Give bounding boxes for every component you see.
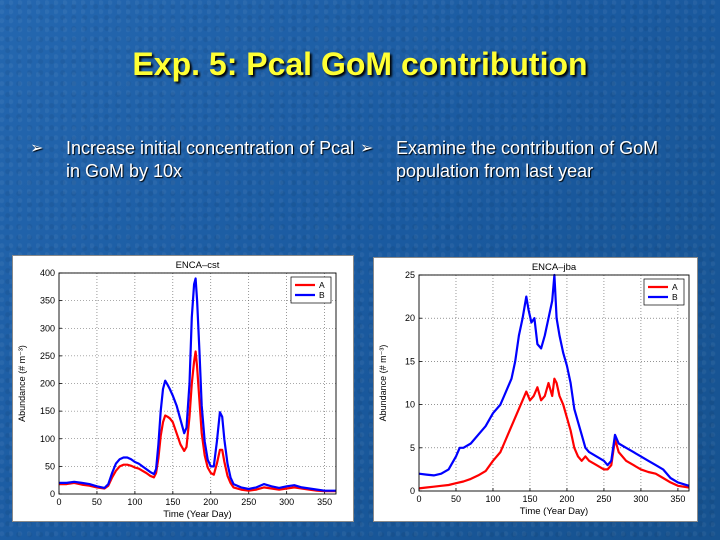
- x-tick-label: 0: [416, 494, 421, 504]
- legend-label-b: B: [672, 292, 678, 302]
- x-tick-label: 250: [241, 497, 256, 507]
- chart-title: ENCA–cst: [176, 260, 220, 271]
- y-tick-label: 150: [40, 406, 55, 416]
- x-axis-label: Time (Year Day): [163, 509, 231, 520]
- chart-jba: 0 50 100 150 200 250 300 350 0 5 10 15 20 25 ENCA–jba T…: [378, 262, 690, 517]
- x-tick-label: 0: [56, 497, 61, 507]
- series-line-a: [59, 350, 336, 493]
- x-axis-label: Time (Year Day): [520, 506, 588, 517]
- series-line-b: [418, 273, 690, 487]
- series-line-a: [418, 377, 690, 490]
- y-tick-label: 10: [405, 400, 415, 410]
- x-tick-label: 300: [279, 497, 294, 507]
- y-tick-label: 0: [50, 489, 55, 499]
- x-tick-label: 50: [92, 497, 102, 507]
- y-tick-label: 50: [45, 461, 55, 471]
- y-tick-label: 350: [40, 296, 55, 306]
- x-tick-label: 350: [670, 494, 685, 504]
- chart-panel-jba: 0 50 100 150 200 250 300 350 0 5 10 15 20 25 ENCA–jba T…: [373, 257, 698, 522]
- y-tick-label: 5: [410, 443, 415, 453]
- chart-panel-cst: 0 50 100 150 200 250 300 350 0 50 100 150 200 250 300 3…: [12, 255, 354, 522]
- x-tick-label: 100: [127, 497, 142, 507]
- y-tick-label: 400: [40, 268, 55, 278]
- arrow-bullet-icon: ➢: [30, 140, 44, 157]
- y-tick-label: 15: [405, 356, 415, 366]
- y-axis-label: Abundance (# m⁻³): [17, 345, 27, 422]
- chart-title: ENCA–jba: [532, 262, 577, 273]
- axes-frame: [418, 274, 690, 492]
- bullet-text: Increase initial concentration of Pcal i…: [66, 138, 355, 181]
- x-tick-label: 50: [451, 494, 461, 504]
- chart-cst: 0 50 100 150 200 250 300 350 0 50 100 150 200 250 300 3…: [17, 260, 337, 520]
- arrow-bullet-icon: ➢: [360, 140, 374, 157]
- slide-title: Exp. 5: Pcal GoM contribution: [132, 46, 588, 82]
- legend-box: [643, 278, 685, 306]
- x-tick-label: 250: [596, 494, 611, 504]
- y-tick-label: 300: [40, 323, 55, 333]
- x-tick-label: 300: [633, 494, 648, 504]
- x-tick-label: 100: [485, 494, 500, 504]
- x-tick-label: 200: [203, 497, 218, 507]
- axes-frame: [58, 272, 337, 495]
- x-tick-label: 150: [165, 497, 180, 507]
- y-axis-label: Abundance (# m⁻³): [378, 345, 388, 422]
- y-tick-label: 200: [40, 379, 55, 389]
- y-tick-label: 250: [40, 351, 55, 361]
- y-tick-label: 25: [405, 270, 415, 280]
- bullet-text: Examine the contribution of GoM populati…: [396, 138, 659, 181]
- x-tick-label: 200: [559, 494, 574, 504]
- legend-box: [290, 276, 332, 304]
- x-tick-label: 350: [317, 497, 332, 507]
- legend-label-b: B: [319, 290, 325, 300]
- y-tick-label: 100: [40, 434, 55, 444]
- y-tick-label: 20: [405, 313, 415, 323]
- y-tick-label: 0: [410, 486, 415, 496]
- legend-label-a: A: [672, 282, 678, 292]
- legend-label-a: A: [319, 280, 325, 290]
- x-tick-label: 150: [522, 494, 537, 504]
- series-line-b: [59, 277, 336, 492]
